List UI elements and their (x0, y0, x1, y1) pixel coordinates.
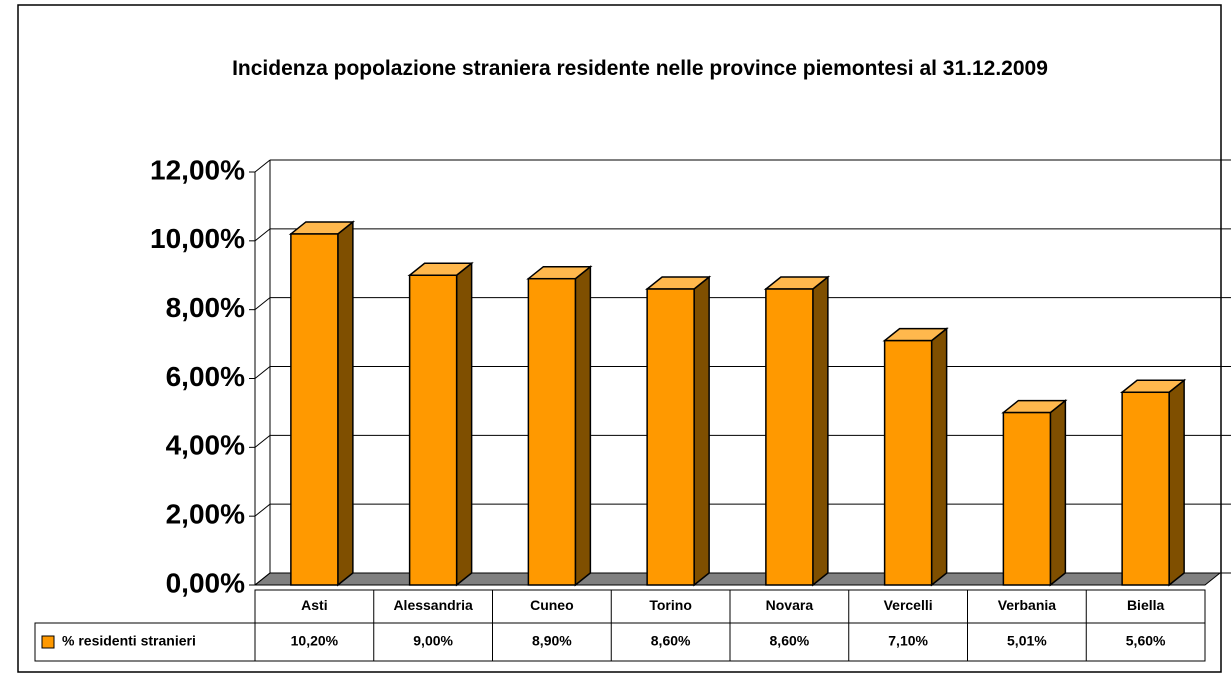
bar (527, 277, 577, 586)
y-tick-label: 12,00% (150, 154, 245, 185)
grid-line (254, 159, 271, 173)
y-tick-label: 0,00% (166, 567, 245, 598)
grid-line (254, 297, 271, 311)
bar-side (812, 275, 829, 587)
grid-line (254, 572, 271, 586)
bar-side (455, 261, 473, 587)
data-label: 8,90% (532, 633, 572, 649)
data-label: 10,20% (291, 633, 339, 649)
x-tick-label: Torino (649, 597, 692, 613)
bar-side (930, 327, 948, 587)
x-tick-label: Asti (301, 597, 327, 613)
bar (1121, 391, 1170, 586)
x-tick-label: Verbania (998, 597, 1057, 613)
data-label: 8,60% (651, 633, 691, 649)
data-label: 5,60% (1126, 633, 1166, 649)
data-table (34, 622, 256, 662)
y-tick-label: 4,00% (166, 430, 245, 461)
data-label: 7,10% (888, 633, 928, 649)
x-tick-label: Biella (1127, 597, 1165, 613)
bar (290, 233, 339, 586)
grid-line (254, 366, 271, 379)
data-label: 5,01% (1007, 633, 1047, 649)
data-label: 8,60% (770, 633, 810, 649)
bar (408, 274, 458, 586)
y-tick-label: 8,00% (166, 292, 245, 323)
grid-line (254, 434, 271, 448)
bar-side (1168, 378, 1185, 587)
x-tick-label: Alessandria (393, 597, 473, 613)
grid-line (254, 503, 271, 517)
bar-side (693, 275, 710, 587)
x-tick-label: Vercelli (884, 597, 933, 613)
legend-label: % residenti stranieri (62, 633, 196, 649)
floor (253, 572, 1222, 586)
bar (646, 288, 695, 586)
bar-side (574, 265, 592, 587)
y-tick-label: 10,00% (150, 223, 245, 254)
bar (1002, 411, 1052, 586)
data-label: 9,00% (413, 633, 453, 649)
grid-line (254, 228, 271, 242)
legend-key (41, 635, 55, 649)
bar-side (337, 220, 354, 587)
y-tick-label: 6,00% (166, 361, 245, 392)
x-tick-label: Novara (766, 597, 814, 613)
y-tick-label: 2,00% (166, 499, 245, 530)
x-tick-label: Cuneo (530, 597, 574, 613)
bar (765, 288, 814, 586)
bar (883, 339, 933, 586)
bar-side (1049, 399, 1067, 587)
chart-title: Incidenza popolazione straniera resident… (232, 57, 1048, 80)
